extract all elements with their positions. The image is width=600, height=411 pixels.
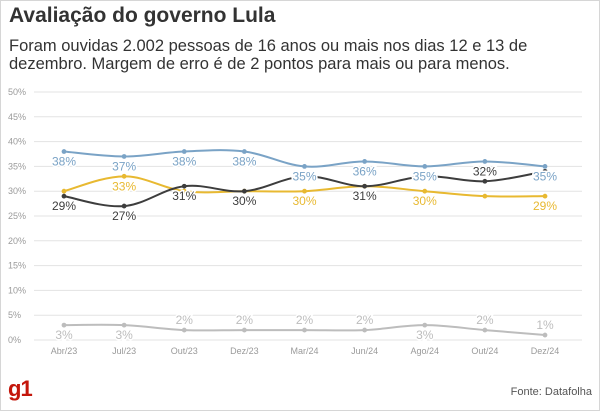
data-point <box>542 168 548 174</box>
data-point <box>181 327 187 333</box>
data-point <box>362 159 368 164</box>
data-point <box>241 149 247 154</box>
y-tick-label: 0% <box>8 335 21 345</box>
x-tick-label: Jul/23 <box>112 346 136 356</box>
data-label: 27% <box>112 209 136 223</box>
chart-subtitle: Foram ouvidas 2.002 pessoas de 16 anos o… <box>9 37 528 73</box>
data-label: 30% <box>292 194 316 208</box>
x-tick-label: Jun/24 <box>351 346 378 356</box>
data-label: 35% <box>533 169 557 183</box>
series-lines <box>61 149 548 338</box>
data-label: 29% <box>52 199 76 213</box>
data-label: 2% <box>296 313 314 327</box>
data-point <box>181 188 187 194</box>
data-point <box>61 322 67 328</box>
data-label: 2% <box>356 313 374 327</box>
data-point <box>241 327 247 333</box>
data-point <box>121 203 127 209</box>
data-point <box>482 327 488 333</box>
y-tick-label: 15% <box>8 261 26 271</box>
data-label: 31% <box>172 189 196 203</box>
data-point <box>542 332 548 338</box>
data-point <box>482 178 488 184</box>
data-label: 36% <box>473 164 497 178</box>
y-tick-label: 5% <box>8 310 21 320</box>
data-point <box>121 322 127 328</box>
data-point <box>121 154 127 159</box>
y-tick-label: 20% <box>8 236 26 246</box>
data-label: 36% <box>353 164 377 178</box>
data-labels: 38% 37% 38% 38% 35% 36% 35% 36% 35% 33% 30% 30% 29% 2… <box>50 153 558 344</box>
data-point <box>482 159 488 164</box>
data-point <box>422 188 428 194</box>
data-label: 2% <box>236 313 254 327</box>
y-tick-label: 50% <box>8 87 26 97</box>
x-tick-label: Abr/23 <box>51 346 78 356</box>
data-label: 35% <box>413 169 437 183</box>
data-point <box>302 164 307 169</box>
data-point <box>61 193 67 199</box>
data-label: 3% <box>416 328 434 342</box>
data-point <box>362 183 368 189</box>
data-label: 38% <box>172 155 196 169</box>
data-label: 1% <box>536 318 554 332</box>
data-label: 33% <box>112 179 136 193</box>
source-note: Fonte: Datafolha <box>510 386 592 398</box>
data-label: 32% <box>473 164 497 178</box>
y-tick-label: 40% <box>8 137 26 147</box>
data-point <box>362 327 368 333</box>
g1-logo: g1 <box>8 376 33 401</box>
data-point <box>302 173 307 179</box>
data-label: 38% <box>232 155 256 169</box>
x-axis-ticks: Abr/23 Jul/23 Out/23 Dez/23 Mar/24 Jun/24 Ago/… <box>51 346 560 356</box>
x-tick-label: Out/24 <box>471 346 498 356</box>
data-point <box>422 164 428 169</box>
chart-title: Avaliação do governo Lula <box>9 4 276 27</box>
data-label: 31% <box>353 189 377 203</box>
y-tick-label: 10% <box>8 285 26 295</box>
x-tick-label: Out/23 <box>171 346 198 356</box>
y-tick-label: 45% <box>8 112 26 122</box>
data-point <box>542 193 548 199</box>
data-label: 3% <box>55 328 73 342</box>
data-point <box>482 193 488 199</box>
data-point <box>61 188 67 194</box>
y-tick-label: 25% <box>8 211 26 221</box>
x-tick-label: Dez/23 <box>230 346 259 356</box>
data-label: 37% <box>112 159 136 173</box>
data-point <box>302 188 307 194</box>
data-point <box>61 149 67 154</box>
y-axis-ticks: 0% 5% 10% 15% 20% 25% 30% 35% 40% 45% 50% <box>8 87 26 345</box>
data-point <box>542 164 548 169</box>
data-label: 29% <box>533 199 557 213</box>
data-point <box>422 173 428 179</box>
x-tick-label: Dez/24 <box>531 346 560 356</box>
data-label: 2% <box>476 313 494 327</box>
data-label: 38% <box>52 155 76 169</box>
data-point <box>181 183 187 189</box>
data-label: 30% <box>232 194 256 208</box>
data-label: 35% <box>292 169 316 183</box>
data-point <box>121 173 127 179</box>
data-label: 30% <box>413 194 437 208</box>
data-point <box>241 188 247 194</box>
data-label: 3% <box>115 328 133 342</box>
data-label: 2% <box>176 313 194 327</box>
y-tick-label: 30% <box>8 186 26 196</box>
data-point <box>302 327 307 333</box>
x-tick-label: Ago/24 <box>410 346 439 356</box>
data-point <box>181 149 187 154</box>
x-tick-label: Mar/24 <box>290 346 318 356</box>
data-point <box>422 322 428 328</box>
y-tick-label: 35% <box>8 161 26 171</box>
